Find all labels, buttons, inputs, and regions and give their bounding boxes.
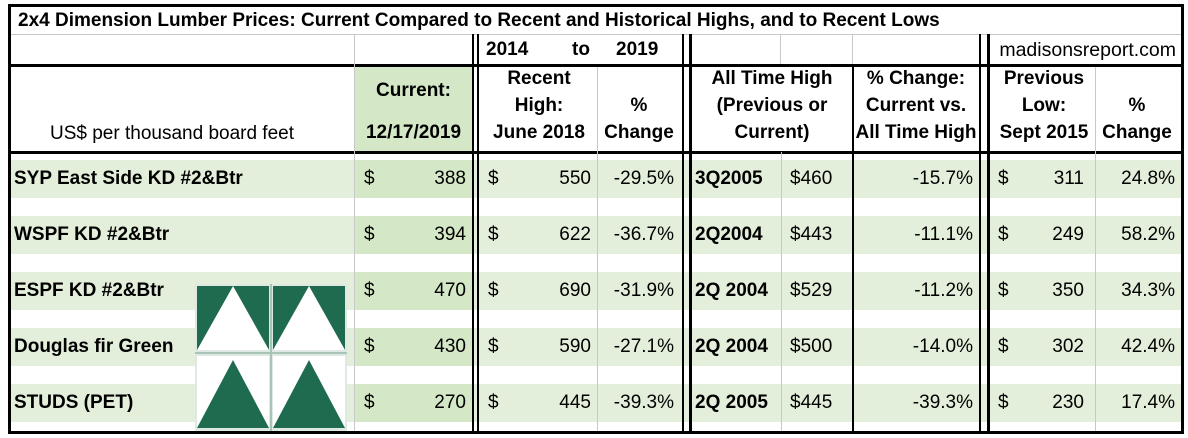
triangles-logo-icon [195,284,347,432]
prev-low-currency: $ [998,280,1009,301]
current-col-band [355,272,472,310]
pct-change-value: -39.3% [613,392,674,413]
header-unit: US$ per thousand board feet [50,123,295,144]
row-name: ESPF KD #2&Btr [14,280,164,301]
row-name: STUDS (PET) [14,392,134,413]
ath-date: 2Q2004 [695,224,763,245]
prev-low-currency: $ [998,392,1009,413]
row-name: SYP East Side KD #2&Btr [14,168,243,189]
header-pct-from-low-l2: Change [1102,122,1172,143]
header-pct-vs-ath-l2: Current vs. [865,95,967,116]
pct-vs-ath-value: -11.1% [914,224,973,245]
table-row [11,216,1181,254]
pct-from-low-value: 42.4% [1121,336,1175,357]
current-value: 388 [434,168,466,189]
pct-change-value: -31.9% [613,280,674,301]
ath-price: $445 [790,392,833,413]
ath-price: $529 [790,280,833,301]
recent-high-value: 550 [559,168,591,189]
pct-change-value: -36.7% [613,224,674,245]
prev-low-currency: $ [998,168,1009,189]
prev-low-currency: $ [998,336,1009,357]
recent-high-currency: $ [488,392,499,413]
header-ath-l1: All Time High [711,68,833,89]
pct-from-low-value: 34.3% [1121,280,1175,301]
prev-low-value: 302 [1052,336,1084,357]
recent-high-value: 622 [559,224,591,245]
current-value: 430 [434,336,466,357]
current-col-band [355,216,472,254]
header-pct-change-l2: Change [604,122,674,143]
range-from: 2014 [486,39,529,60]
table-row [11,160,1181,198]
ath-price: $443 [790,224,833,245]
current-currency: $ [364,168,375,189]
ath-date: 2Q 2005 [695,392,768,413]
header-recent-high-l3: June 2018 [493,122,585,143]
header-prev-low-l2: Low: [1021,95,1067,116]
ath-date: 3Q2005 [695,168,763,189]
pct-from-low-value: 58.2% [1121,224,1175,245]
header-current [355,67,472,153]
current-value: 470 [434,280,466,301]
row-name: WSPF KD #2&Btr [14,224,170,245]
row-name: Douglas fir Green [14,336,174,357]
recent-high-value: 590 [559,336,591,357]
current-col-band [355,160,472,198]
current-currency: $ [364,280,375,301]
recent-high-currency: $ [488,280,499,301]
header-recent-high-l2: High: [514,95,564,116]
header-prev-low-l1: Previous [1003,68,1085,89]
current-value: 394 [434,224,466,245]
pct-vs-ath-value: -11.2% [914,280,973,301]
header-current-l2: 12/17/2019 [365,122,462,143]
recent-high-value: 445 [559,392,591,413]
header-pct-change-l1: % [630,95,648,116]
header-pct-from-low-l1: % [1128,95,1146,116]
current-col-band [355,384,472,422]
current-currency: $ [364,336,375,357]
pct-vs-ath-value: -14.0% [912,336,973,357]
recent-high-currency: $ [488,224,499,245]
current-value: 270 [434,392,466,413]
prev-low-value: 249 [1052,224,1084,245]
recent-high-currency: $ [488,168,499,189]
ath-date: 2Q 2004 [695,336,768,357]
recent-high-currency: $ [488,336,499,357]
table-title: 2x4 Dimension Lumber Prices: Current Com… [18,10,940,31]
prev-low-currency: $ [998,224,1009,245]
pct-from-low-value: 17.4% [1121,392,1175,413]
range-to-word: to [572,39,590,60]
current-currency: $ [364,392,375,413]
header-prev-low-l3: Sept 2015 [999,122,1089,143]
ath-date: 2Q 2004 [695,280,768,301]
header-current-l1: Current: [376,80,451,101]
current-currency: $ [364,224,375,245]
pct-vs-ath-value: -15.7% [912,168,973,189]
header-recent-high-l1: Recent [507,68,571,89]
header-pct-vs-ath-l1: % Change: [866,68,966,89]
header-ath-l2: (Previous or [716,95,828,116]
source-label: madisonsreport.com [999,39,1176,61]
range-to: 2019 [616,39,659,60]
prev-low-value: 311 [1053,168,1084,189]
pct-change-value: -29.5% [613,168,674,189]
current-col-band [355,328,472,366]
ath-price: $460 [790,168,833,189]
header-pct-vs-ath-l3: All Time High [855,122,977,143]
recent-high-value: 690 [559,280,591,301]
pct-from-low-value: 24.8% [1121,168,1175,189]
header-ath-l3: Current) [734,122,810,143]
pct-vs-ath-value: -39.3% [912,392,973,413]
pct-change-value: -27.1% [613,336,674,357]
ath-price: $500 [790,336,833,357]
prev-low-value: 230 [1052,392,1084,413]
prev-low-value: 350 [1052,280,1084,301]
